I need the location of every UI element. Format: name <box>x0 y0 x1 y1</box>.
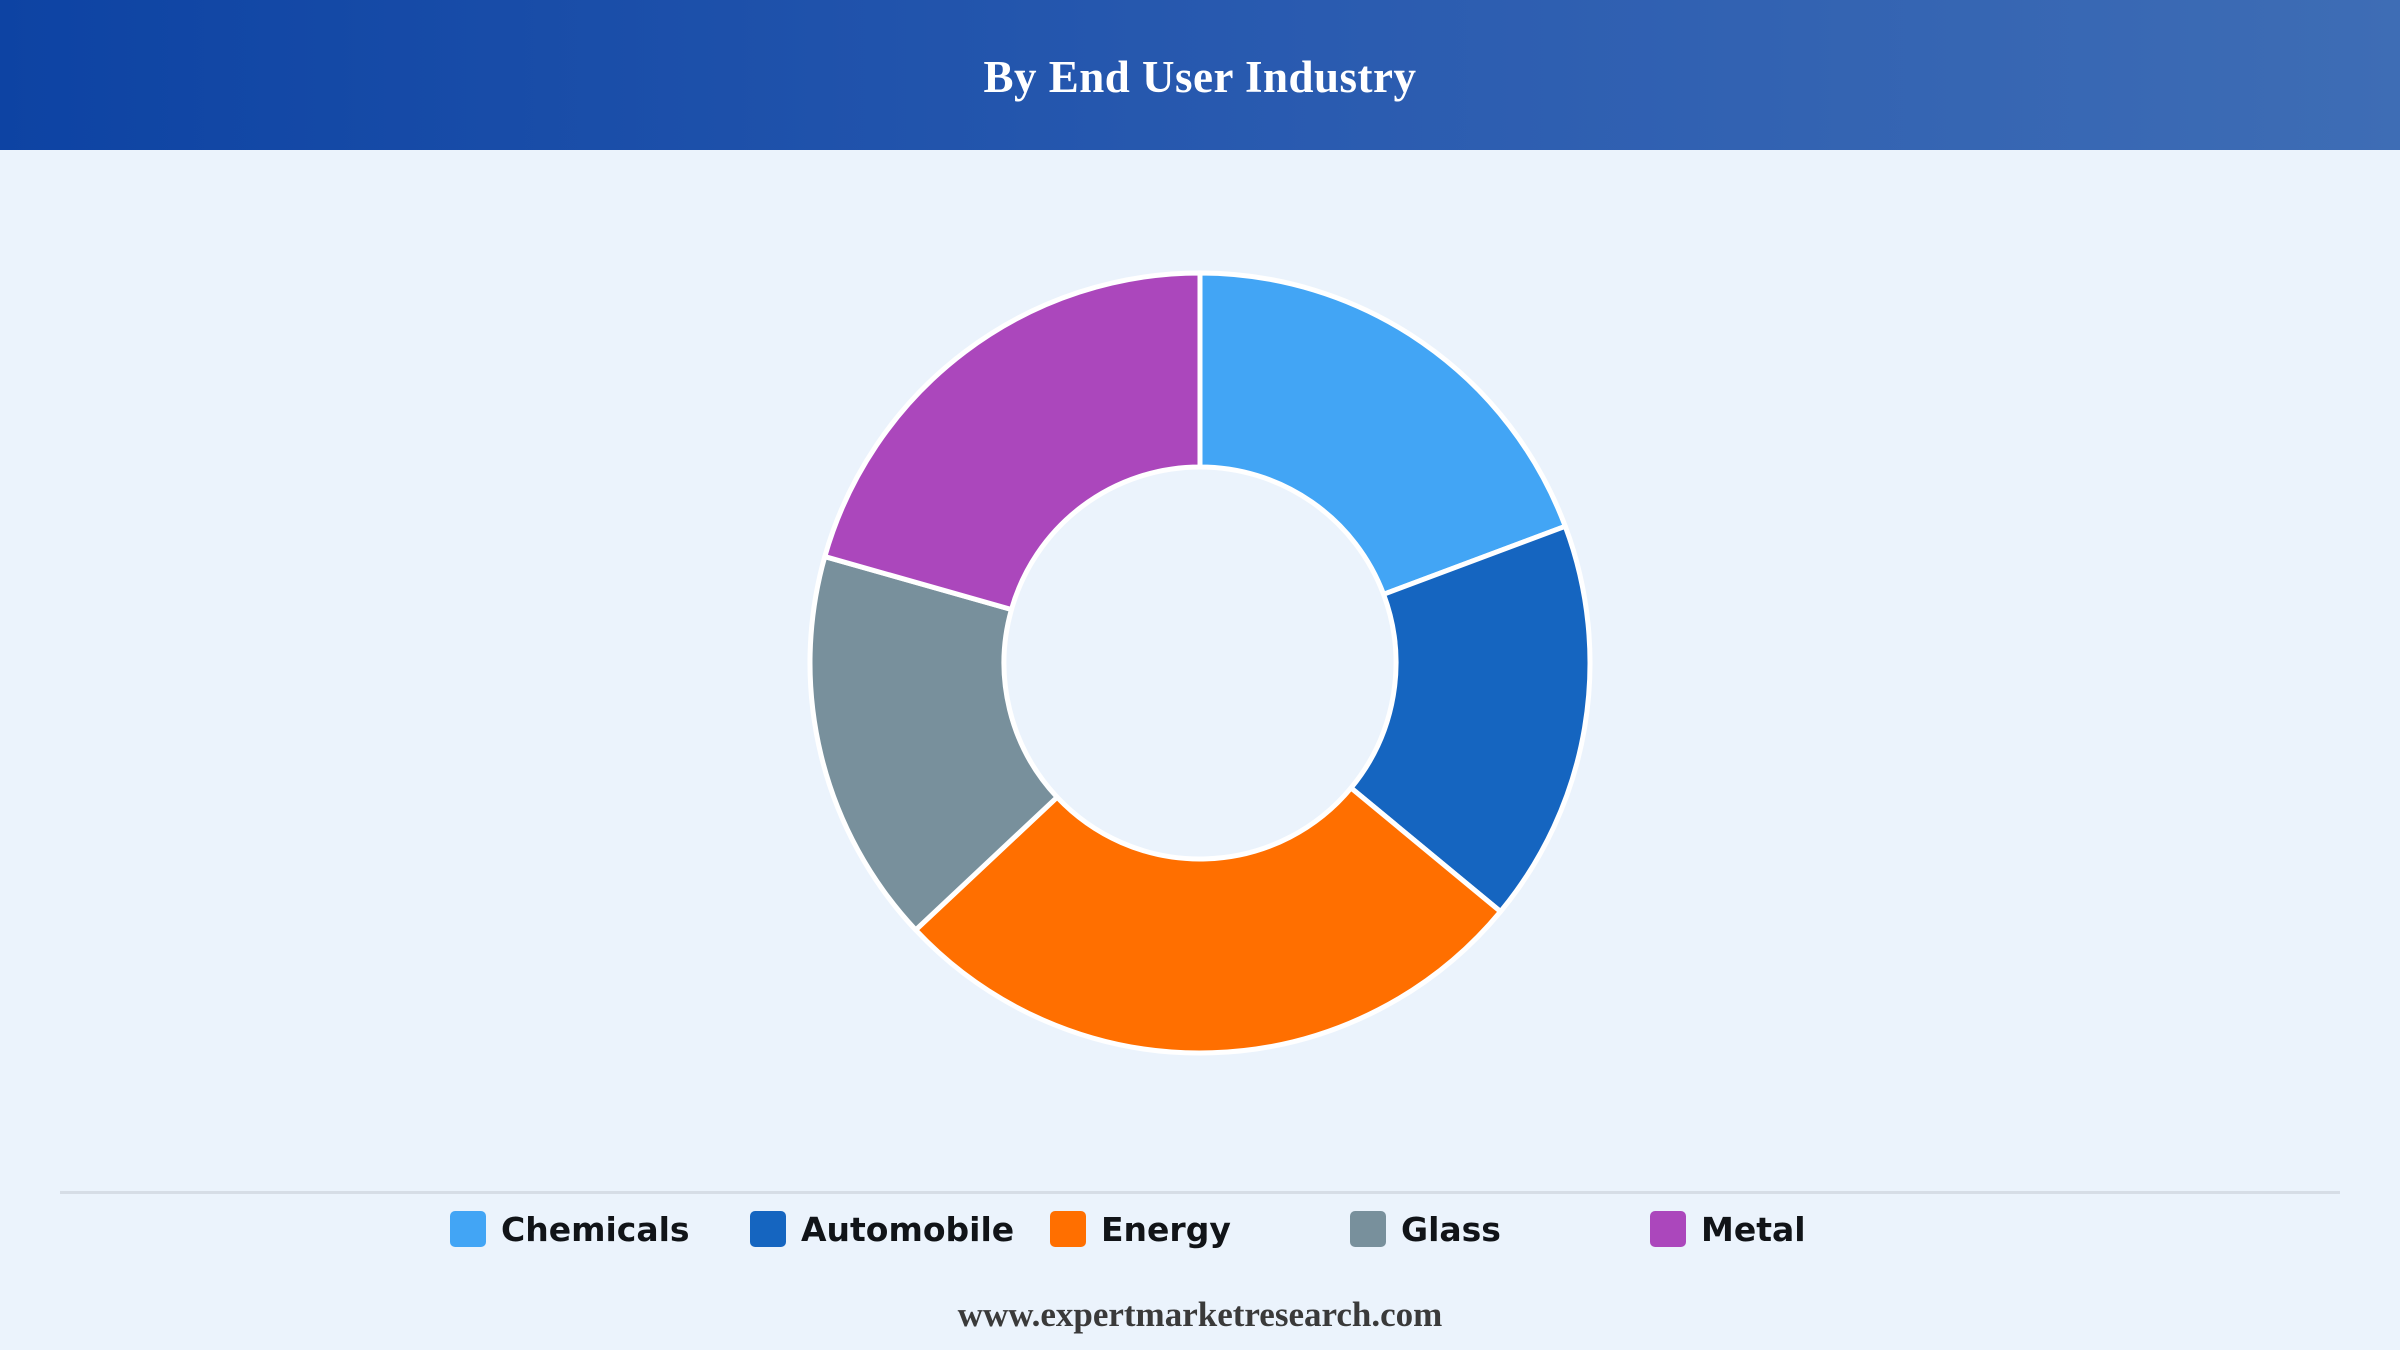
legend-item-metal[interactable]: Metal <box>1650 1207 1806 1251</box>
legend-item-automobile[interactable]: Automobile <box>750 1207 1014 1251</box>
header-banner: By End User Industry <box>0 0 2400 150</box>
legend-swatch-chemicals <box>450 1211 486 1247</box>
legend-label-energy: Energy <box>1101 1209 1231 1249</box>
legend-label-glass: Glass <box>1401 1209 1501 1249</box>
slice-energy[interactable] <box>913 785 1503 1056</box>
legend-swatch-metal <box>1650 1211 1686 1247</box>
legend-item-chemicals[interactable]: Chemicals <box>450 1207 690 1251</box>
legend-item-glass[interactable]: Glass <box>1350 1207 1501 1251</box>
slice-glass[interactable] <box>807 554 1060 933</box>
legend-label-metal: Metal <box>1701 1209 1806 1249</box>
legend-swatch-energy <box>1050 1211 1086 1247</box>
slice-metal[interactable] <box>822 270 1203 613</box>
legend: Chemicals Automobile Energy Glass Metal <box>0 1195 2400 1265</box>
legend-divider <box>60 1191 2340 1194</box>
legend-swatch-glass <box>1350 1211 1386 1247</box>
donut-chart <box>807 270 1593 1056</box>
legend-label-automobile: Automobile <box>801 1209 1015 1249</box>
legend-swatch-automobile <box>750 1211 786 1247</box>
footer-url: www.expertmarketresearch.com <box>957 1295 1443 1334</box>
chart-title: By End User Industry <box>983 52 1417 102</box>
slice-chemicals[interactable] <box>1197 270 1568 597</box>
legend-item-energy[interactable]: Energy <box>1050 1207 1231 1251</box>
legend-label-chemicals: Chemicals <box>501 1209 690 1249</box>
slice-automobile[interactable] <box>1348 523 1593 915</box>
